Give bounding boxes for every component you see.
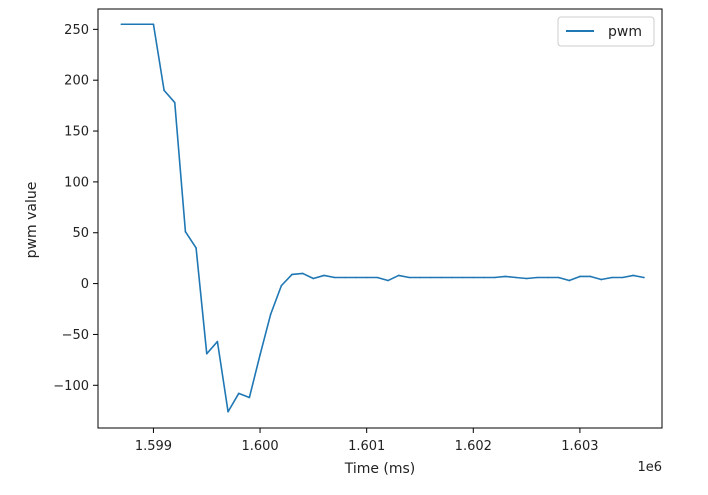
data-point bbox=[152, 23, 155, 26]
data-point bbox=[141, 23, 144, 26]
data-point bbox=[621, 276, 624, 279]
x-axis-offset-label: 1e6 bbox=[637, 460, 662, 475]
data-point bbox=[184, 230, 187, 233]
data-point bbox=[280, 284, 283, 287]
y-tick-label: −100 bbox=[53, 379, 89, 394]
data-point bbox=[120, 23, 123, 26]
data-point bbox=[504, 275, 507, 278]
data-point bbox=[397, 274, 400, 277]
series-line-pwm bbox=[120, 23, 645, 413]
data-point bbox=[291, 273, 293, 276]
x-tick-label: 1.602 bbox=[455, 439, 492, 454]
data-point bbox=[323, 274, 325, 277]
y-tick-label: 150 bbox=[64, 125, 89, 140]
data-point bbox=[419, 276, 421, 279]
data-point bbox=[131, 23, 133, 26]
y-tick-label: 50 bbox=[72, 226, 89, 241]
data-point bbox=[440, 276, 443, 279]
data-point bbox=[376, 276, 379, 279]
data-point bbox=[643, 276, 645, 279]
data-point bbox=[248, 396, 251, 399]
data-point bbox=[515, 276, 517, 279]
data-point bbox=[227, 410, 229, 413]
data-point bbox=[451, 276, 453, 279]
data-point bbox=[387, 279, 389, 282]
data-point bbox=[483, 276, 485, 279]
x-axis-title: Time (ms) bbox=[344, 461, 416, 477]
y-tick-label: 100 bbox=[64, 175, 89, 190]
y-tick-label: 250 bbox=[64, 23, 89, 38]
data-point bbox=[259, 353, 261, 356]
data-point bbox=[589, 275, 592, 278]
data-point bbox=[568, 279, 571, 282]
data-point bbox=[632, 274, 635, 277]
data-point bbox=[557, 276, 560, 279]
data-point bbox=[173, 101, 176, 104]
x-tick-label: 1.603 bbox=[561, 439, 598, 454]
y-axis: 250 200 150 100 50 0 −50 −100 bbox=[53, 23, 98, 394]
data-point bbox=[333, 276, 336, 279]
x-axis: 1.599 1.600 1.601 1.602 1.603 bbox=[135, 428, 599, 454]
data-point bbox=[611, 276, 613, 279]
data-point bbox=[536, 276, 539, 279]
data-point bbox=[355, 276, 357, 279]
x-tick-label: 1.601 bbox=[348, 439, 385, 454]
x-tick-label: 1.600 bbox=[241, 439, 278, 454]
legend-label-pwm: pwm bbox=[608, 24, 642, 40]
data-point bbox=[269, 313, 272, 315]
data-point bbox=[365, 276, 368, 279]
data-point bbox=[237, 392, 240, 395]
x-tick-label: 1.599 bbox=[135, 439, 172, 454]
y-axis-title: pwm value bbox=[24, 182, 40, 259]
legend: pwm bbox=[557, 16, 655, 47]
data-point bbox=[472, 276, 475, 279]
data-point bbox=[493, 276, 496, 279]
legend-box bbox=[557, 16, 655, 47]
y-tick-label: 0 bbox=[81, 277, 89, 292]
data-point bbox=[163, 89, 165, 92]
data-point bbox=[408, 276, 411, 279]
data-point bbox=[216, 340, 219, 343]
data-point bbox=[195, 247, 197, 249]
data-point bbox=[344, 276, 347, 279]
data-point bbox=[429, 276, 432, 279]
plot-area-frame bbox=[97, 8, 663, 429]
data-point bbox=[301, 272, 304, 275]
data-point bbox=[600, 278, 603, 281]
y-tick-label: 200 bbox=[64, 74, 89, 89]
series-layer bbox=[120, 23, 645, 413]
data-point bbox=[205, 352, 208, 355]
data-point bbox=[312, 277, 315, 280]
data-point bbox=[461, 276, 464, 279]
data-point bbox=[525, 277, 528, 280]
data-point bbox=[579, 275, 581, 278]
y-tick-label: −50 bbox=[62, 328, 89, 343]
data-point bbox=[547, 276, 549, 279]
